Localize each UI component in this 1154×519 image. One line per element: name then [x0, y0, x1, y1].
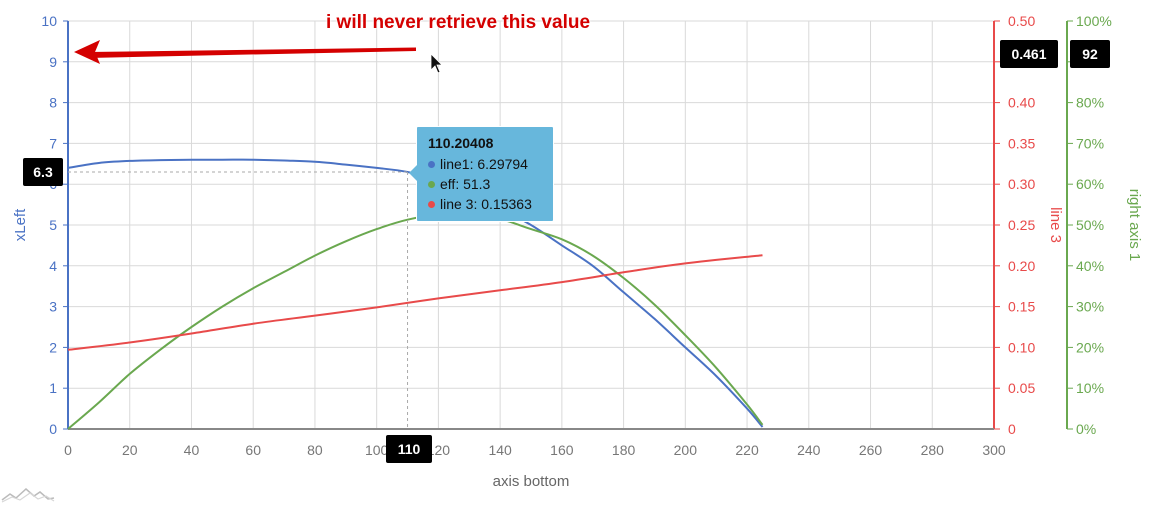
x-tick-label: 160: [550, 442, 574, 458]
x-tick-label: 120: [427, 442, 451, 458]
y-left-tick-label: 5: [49, 217, 57, 233]
y-right2-tick-label: 50%: [1076, 217, 1104, 233]
x-tick-label: 260: [859, 442, 883, 458]
x-tick-label: 140: [488, 442, 512, 458]
x-tick-label: 280: [921, 442, 945, 458]
y-left-axis-title: xLeft: [12, 208, 29, 241]
tooltip-dot-line1: [428, 161, 435, 168]
y-right1-tick-label: 0.30: [1008, 176, 1035, 192]
tooltip-title: 110.20408: [428, 135, 494, 151]
y-right1-tick-label: 0.40: [1008, 95, 1035, 111]
cursor-badge-y-left: 6.3: [23, 158, 63, 186]
tooltip-row-line1: line1: 6.29794: [428, 154, 543, 174]
x-tick-label: 220: [735, 442, 759, 458]
y-right1-tick-label: 0.15: [1008, 299, 1035, 315]
y-left-tick-label: 1: [49, 380, 57, 396]
x-tick-label: 240: [797, 442, 821, 458]
cursor-lines: [68, 171, 409, 429]
y-right2-tick-label: 80%: [1076, 95, 1104, 111]
tooltip-row-line3: line 3: 0.15363: [428, 194, 543, 214]
y-right2-tick-label: 100%: [1076, 13, 1112, 29]
y-right2-tick-label: 10%: [1076, 380, 1104, 396]
x-tick-label: 100: [365, 442, 389, 458]
tooltip-dot-eff: [428, 181, 435, 188]
y-left-tick-label: 3: [49, 299, 57, 315]
red-arrow-left-icon: [74, 40, 416, 64]
y-left-tick-label: 4: [49, 258, 57, 274]
cursor-badge-y-right2: 92: [1070, 40, 1110, 68]
y-right1-tick-label: 0.10: [1008, 339, 1035, 355]
tooltip-text-line3: line 3: 0.15363: [440, 196, 532, 212]
y-right2-tick-label: 40%: [1076, 258, 1104, 274]
y-left-tick-label: 7: [49, 135, 57, 151]
y-right2-tick-label: 70%: [1076, 135, 1104, 151]
x-axis-title: axis bottom: [493, 473, 570, 490]
series-line-line-3: [67, 254, 763, 351]
y-right2-axis-title: right axis 1: [1126, 189, 1143, 262]
x-tick-label: 80: [307, 442, 323, 458]
y-left-tick-label: 2: [49, 339, 57, 355]
cursor-badge-y-right1: 0.461: [1000, 40, 1058, 68]
x-tick-label: 300: [982, 442, 1006, 458]
tooltip-row-eff: eff: 51.3: [428, 174, 543, 194]
y-right1-axis-title: line 3: [1047, 207, 1064, 243]
y-right2-tick-label: 60%: [1076, 176, 1104, 192]
amcharts-logo-icon: [1, 487, 55, 503]
tooltip: 110.20408 line1: 6.29794 eff: 51.3 line …: [409, 126, 554, 222]
mouse-pointer-icon: [430, 53, 443, 74]
y-left-tick-label: 8: [49, 95, 57, 111]
x-tick-label: 40: [184, 442, 200, 458]
grid: [67, 20, 995, 430]
y-right2-tick-label: 20%: [1076, 339, 1104, 355]
y-left-tick-label: 9: [49, 54, 57, 70]
tooltip-text-eff: eff: 51.3: [440, 176, 491, 192]
y-right1-tick-label: 0.50: [1008, 13, 1035, 29]
x-tick-label: 60: [245, 442, 261, 458]
y-right2-tick-label: 30%: [1076, 299, 1104, 315]
y-left-tick-label: 0: [49, 421, 57, 437]
y-left-tick-label: 10: [41, 13, 57, 29]
x-tick-label: 200: [674, 442, 698, 458]
cursor-badge-x: 110: [386, 435, 432, 463]
x-tick-label: 20: [122, 442, 138, 458]
y-right1-tick-label: 0.35: [1008, 135, 1035, 151]
y-right1-tick-label: 0.05: [1008, 380, 1035, 396]
y-right1-tick-label: 0: [1008, 421, 1016, 437]
y-right1-tick-label: 0.25: [1008, 217, 1035, 233]
tooltip-dot-line3: [428, 201, 435, 208]
tooltip-text-line1: line1: 6.29794: [440, 156, 528, 172]
y-right2-tick-label: 0%: [1076, 421, 1096, 437]
x-tick-label: 180: [612, 442, 636, 458]
y-right1-tick-label: 0.20: [1008, 258, 1035, 274]
x-tick-label: 0: [64, 442, 72, 458]
axes: 0 20 40 60 80 100 120 140 160 180 200 220 240 260 280 3…: [12, 13, 1143, 490]
annotation-text: i will never retrieve this value: [326, 12, 591, 33]
